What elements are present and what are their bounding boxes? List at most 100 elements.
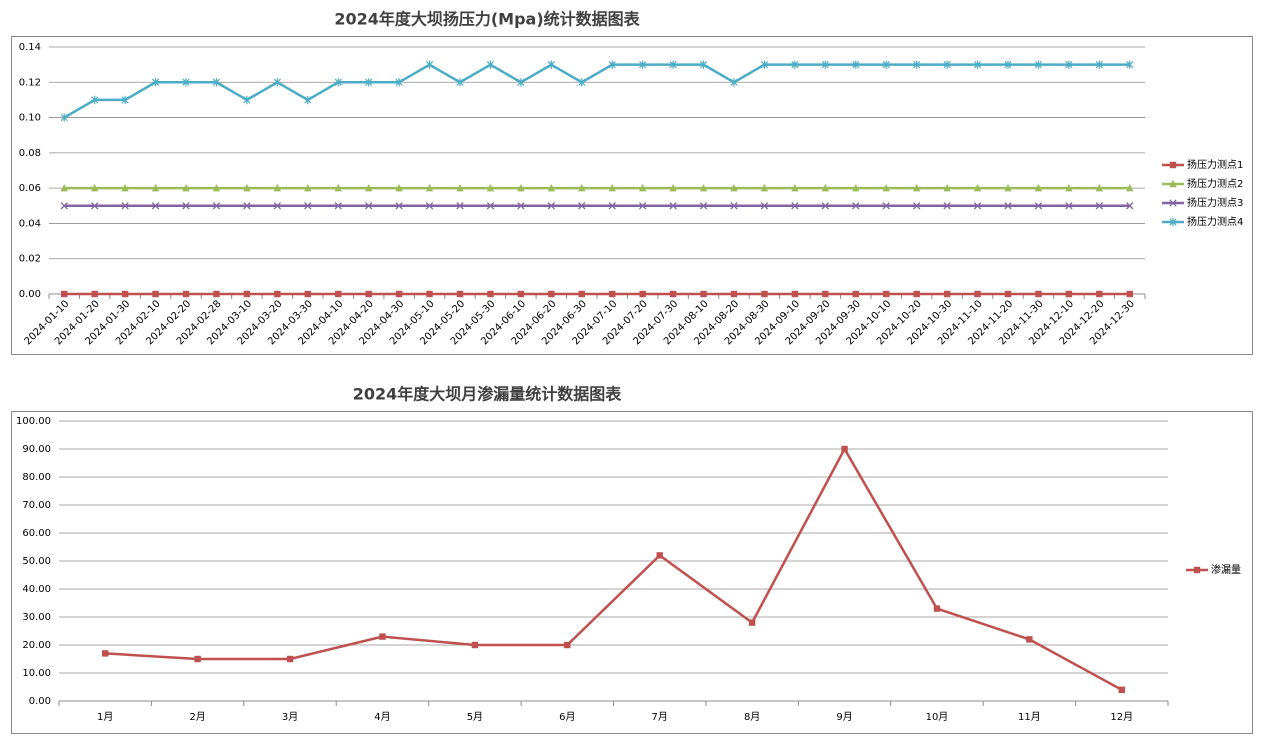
marker (852, 290, 859, 298)
marker (335, 290, 342, 298)
legend-marker (1169, 199, 1177, 207)
marker (194, 655, 201, 663)
marker (395, 290, 403, 298)
marker (379, 633, 386, 640)
marker (1034, 183, 1043, 192)
marker (395, 202, 403, 210)
x-tick-label: 6月 (559, 711, 575, 723)
y-tick-label: 0.14 (19, 42, 41, 53)
marker (973, 60, 982, 69)
marker (669, 202, 677, 210)
marker (760, 202, 769, 210)
marker (1034, 60, 1043, 69)
marker (852, 202, 860, 210)
marker (852, 60, 860, 69)
x-tick-label: 3月 (282, 711, 298, 723)
x-tick-label: 8月 (744, 711, 760, 723)
x-tick-label: 7月 (652, 711, 668, 723)
marker (821, 60, 829, 69)
marker (1065, 60, 1073, 69)
marker (578, 202, 586, 210)
marker (425, 183, 434, 192)
marker (1035, 290, 1042, 298)
marker (730, 290, 738, 298)
marker (243, 183, 251, 192)
marker (182, 78, 190, 87)
legend-label: 扬压力测点4 (1187, 215, 1243, 228)
marker (913, 202, 921, 210)
marker (669, 290, 677, 298)
marker (882, 202, 890, 210)
marker (609, 290, 616, 298)
marker (578, 290, 585, 298)
chart-frame (11, 411, 1253, 734)
marker (1126, 290, 1133, 298)
marker (286, 655, 294, 663)
marker (304, 202, 312, 210)
y-tick-label: 0.02 (19, 254, 41, 265)
series-line (105, 446, 1123, 691)
chart-title: 2024年度大坝扬压力(Mpa)统计数据图表 (334, 10, 640, 29)
marker (933, 605, 941, 612)
marker (182, 290, 190, 298)
marker (1004, 202, 1012, 210)
marker (304, 290, 311, 298)
marker (730, 202, 738, 210)
x-tick-label: 1月 (97, 711, 113, 723)
marker (943, 202, 951, 210)
x-tick-label: 5月 (467, 711, 483, 723)
marker (821, 202, 829, 210)
y-tick-label: 50.00 (22, 556, 51, 567)
marker (761, 290, 768, 298)
legend-label: 扬压力测点3 (1187, 196, 1243, 209)
legend-marker (1169, 179, 1177, 188)
marker (456, 290, 464, 298)
y-tick-label: 100.00 (16, 416, 51, 427)
marker (152, 290, 159, 298)
marker (364, 183, 373, 192)
legend-label: 扬压力测点1 (1187, 158, 1243, 171)
marker (669, 60, 677, 69)
marker (304, 183, 312, 192)
marker (1004, 183, 1012, 192)
marker (730, 183, 738, 192)
marker (791, 60, 799, 69)
marker (912, 183, 921, 192)
marker (882, 60, 890, 69)
marker (821, 183, 830, 192)
marker (1126, 202, 1134, 210)
marker (486, 183, 495, 192)
marker (791, 183, 799, 192)
chart-title: 2024年度大坝月渗漏量统计数据图表 (353, 385, 623, 404)
marker (365, 202, 373, 210)
marker (90, 183, 99, 192)
chart: 2024年度大坝月渗漏量统计数据图表 0.00 10.00 20.00 30.00 40.… (11, 385, 1253, 734)
marker (212, 202, 221, 210)
marker (547, 202, 555, 210)
marker (121, 95, 129, 105)
marker (748, 619, 756, 626)
marker (60, 113, 68, 122)
marker (639, 290, 646, 298)
marker (151, 183, 160, 192)
marker (791, 202, 799, 210)
y-tick-label: 30.00 (22, 612, 51, 623)
marker (121, 183, 129, 192)
marker (730, 78, 738, 87)
y-tick-label: 40.00 (22, 584, 51, 595)
chart-frame (11, 36, 1253, 355)
marker (1096, 290, 1103, 298)
marker (608, 202, 616, 210)
marker (1095, 60, 1103, 69)
marker (699, 183, 708, 192)
marker (913, 60, 921, 69)
marker (91, 290, 98, 298)
marker (456, 183, 464, 192)
marker (243, 290, 251, 298)
x-tick-label: 2月 (189, 711, 205, 723)
legend-marker (1169, 217, 1177, 227)
legend-label: 渗漏量 (1211, 563, 1241, 576)
marker (1004, 290, 1012, 298)
series-line (63, 63, 1130, 119)
marker (151, 202, 160, 210)
